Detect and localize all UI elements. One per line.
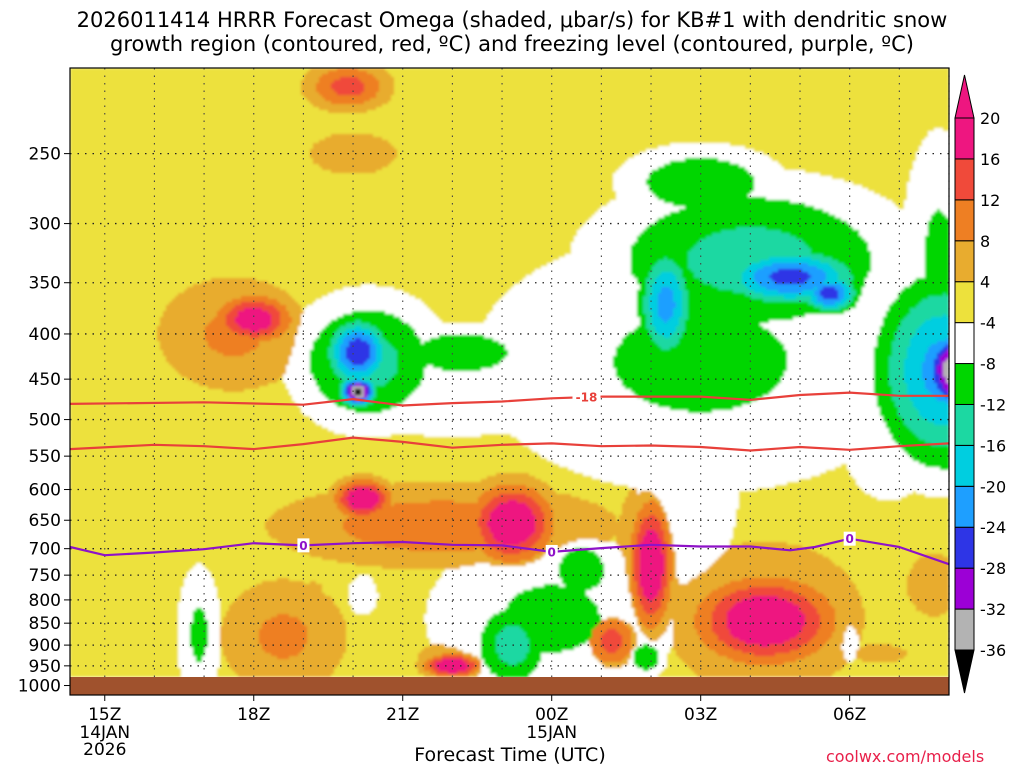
plot-frame [69, 67, 950, 696]
y-tick-label: 950 [29, 657, 61, 677]
x-tick-label: 06Z [833, 705, 866, 725]
temperature-contours: -18 0 0 0 [70, 390, 949, 566]
colorbar-swatch [954, 403, 975, 446]
colorbar-label: 16 [980, 150, 1000, 169]
colorbar-swatch [954, 199, 975, 242]
y-tick-label: 650 [29, 511, 61, 531]
chart-title-line-1: 2026011414 HRRR Forecast Omega (shaded, … [76, 8, 948, 32]
y-tick-label: 400 [29, 325, 61, 345]
x-tick-label: 21Z [386, 705, 419, 725]
colorbar-label: -32 [980, 600, 1006, 619]
colorbar-label: -8 [980, 355, 996, 374]
x-tick-label: 03Z [684, 705, 717, 725]
colorbar-swatch [954, 363, 975, 405]
colorbar-label: 12 [980, 191, 1000, 210]
y-tick-label: 700 [29, 540, 61, 560]
colorbar-label: -12 [980, 395, 1006, 414]
colorbar-swatch [954, 158, 975, 201]
colorbar-swatch [954, 322, 975, 365]
x-tick-label: 18Z [237, 705, 270, 725]
colorbar-swatch [954, 281, 975, 324]
colorbar-label: -24 [980, 518, 1006, 537]
y-tick-label: 550 [29, 447, 61, 467]
y-tick-label: 750 [29, 566, 61, 586]
x-tick-date-label: 2026 [83, 740, 126, 760]
x-tick-date-label: 15JAN [526, 723, 577, 743]
colorbar-label: -16 [980, 436, 1006, 455]
y-tick-label: 500 [29, 411, 61, 431]
dgz-contour-label: -18 [576, 391, 598, 405]
y-tick-label: 300 [29, 215, 61, 235]
colorbar-label: -4 [980, 314, 996, 333]
x-tick-label: 00Z [535, 705, 568, 725]
x-tick-label: 15Z [88, 705, 121, 725]
colorbar-label: 4 [980, 273, 990, 292]
colorbar-swatch [954, 117, 975, 160]
colorbar-legend: -36 -32 -28 -24 -20 -16 -12 -8 -4 4 8 12 16 20 [954, 74, 1006, 694]
omega-shading [70, 68, 949, 677]
chart-title: 2026011414 HRRR Forecast Omega (shaded, … [0, 8, 1024, 56]
dgz-contour-line [70, 436, 949, 452]
ground-surface [70, 677, 949, 695]
colorbar-swatch [954, 444, 975, 487]
x-tick-date-label: 14JAN [79, 723, 130, 743]
dgz-contour-label-background [572, 390, 601, 405]
colorbar-top-arrow [954, 74, 975, 119]
colorbar-swatch [954, 240, 975, 283]
colorbar-swatch [954, 567, 975, 610]
colorbar-swatch [954, 526, 975, 569]
freezing-level-label: 0 [845, 532, 853, 546]
x-axis-title: Forecast Time (UTC) [414, 744, 606, 766]
y-tick-label: 1000 [18, 677, 61, 697]
freezing-level-label-background [545, 544, 558, 559]
freezing-level-label-background [297, 538, 310, 553]
y-tick-label: 850 [29, 614, 61, 634]
omega-field-image [70, 68, 949, 677]
chart-title-line-2: growth region (contoured, red, ºC) and f… [110, 32, 914, 56]
freezing-level-label: 0 [299, 539, 307, 553]
colorbar-label: -36 [980, 641, 1006, 660]
freezing-level-line [70, 537, 949, 566]
colorbar-label: -20 [980, 477, 1006, 496]
colorbar-swatch [954, 608, 975, 651]
colorbar-label: 8 [980, 232, 990, 251]
source-credit[interactable]: coolwx.com/models [826, 747, 985, 766]
y-tick-label: 250 [29, 145, 61, 165]
freezing-level-label: 0 [548, 545, 556, 559]
y-tick-label: 800 [29, 591, 61, 611]
colorbar-bottom-arrow [954, 649, 975, 694]
y-tick-label: 600 [29, 481, 61, 501]
colorbar-label: 20 [980, 109, 1000, 128]
y-tick-label: 350 [29, 274, 61, 294]
y-tick-label: 450 [29, 370, 61, 390]
y-tick-label: 900 [29, 636, 61, 656]
freezing-level-label-background [843, 531, 856, 546]
colorbar-swatch [954, 485, 975, 528]
pressure-axis: 2503003504004505005506006507007508008509… [18, 145, 70, 697]
colorbar-label: -28 [980, 559, 1006, 578]
